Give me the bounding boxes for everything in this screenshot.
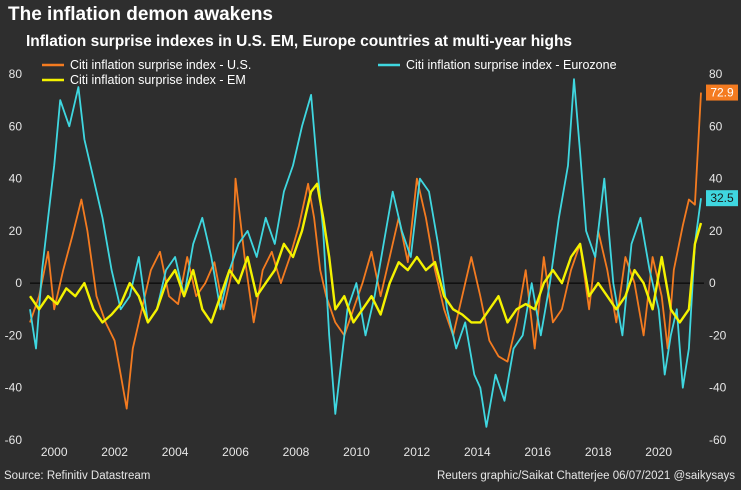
chart-title: The inflation demon awakens [8, 4, 273, 25]
series-line-em [29, 182, 703, 324]
end-labels: 72.9 32.5 [706, 84, 738, 207]
x-tick-label: 2016 [524, 445, 551, 459]
x-tick-label: 2010 [343, 445, 370, 459]
y-tick-label-right: -20 [709, 328, 727, 342]
x-tick-label: 2006 [222, 445, 249, 459]
y-tick-label-left: 0 [15, 276, 22, 290]
x-tick-label: 2000 [41, 445, 68, 459]
end-label-box-us [706, 84, 738, 101]
y-tick-label-left: 40 [9, 172, 23, 186]
series-lines [29, 78, 703, 428]
y-tick-label-right: 40 [709, 172, 723, 186]
end-label-us: 72.9 [710, 86, 734, 100]
y-tick-label-left: 20 [9, 224, 23, 238]
y-axis-left: -60 -40 -20 0 20 40 60 80 [5, 67, 23, 447]
end-label-box-eurozone [706, 190, 738, 207]
y-tick-label-right: 80 [709, 67, 723, 81]
legend-label-eurozone: Citi inflation surprise index - Eurozone [406, 58, 617, 72]
chart-subtitle: Inflation surprise indexes in U.S. EM, E… [26, 33, 573, 50]
x-tick-label: 2020 [645, 445, 672, 459]
x-axis: 2000 2002 2004 2006 2008 2010 2012 2014 2016 2018… [41, 445, 673, 459]
y-tick-label-right: 0 [709, 276, 716, 290]
legend: Citi inflation surprise index - U.S. Citi… [42, 58, 617, 87]
x-tick-label: 2012 [404, 445, 431, 459]
y-tick-label-right: -40 [709, 381, 727, 395]
legend-label-em: Citi inflation surprise index - EM [70, 73, 246, 87]
end-label-eurozone: 32.5 [710, 191, 734, 205]
legend-label-us: Citi inflation surprise index - U.S. [70, 58, 251, 72]
source-note: Source: Refinitiv Datastream [4, 470, 151, 482]
x-tick-label: 2008 [283, 445, 310, 459]
y-tick-label-left: -40 [5, 381, 23, 395]
y-tick-label-left: 60 [9, 119, 23, 133]
y-tick-label-right: 60 [709, 119, 723, 133]
y-tick-label-left: -20 [5, 328, 23, 342]
x-tick-label: 2018 [585, 445, 612, 459]
x-tick-label: 2004 [162, 445, 189, 459]
credit-note: Reuters graphic/Saikat Chatterjee 06/07/… [436, 470, 735, 482]
y-tick-label-left: -60 [5, 433, 23, 447]
x-tick-label: 2002 [101, 445, 128, 459]
y-tick-label-right: -60 [709, 433, 727, 447]
series-line-us [29, 92, 702, 410]
series-line-eurozone [29, 78, 702, 428]
y-tick-label-right: 20 [709, 224, 723, 238]
x-tick-label: 2014 [464, 445, 491, 459]
y-tick-label-left: 80 [9, 67, 23, 81]
y-axis-right: -60 -40 -20 0 20 40 60 80 [709, 67, 727, 447]
